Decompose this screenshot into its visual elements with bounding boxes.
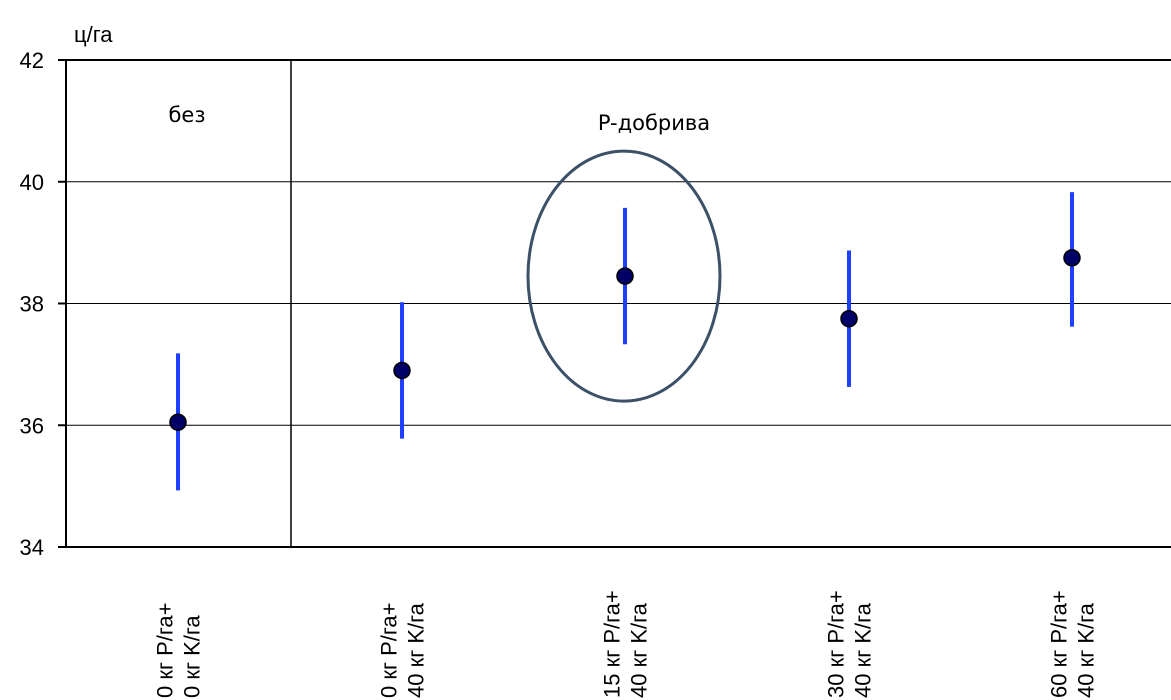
data-point-3: [840, 309, 858, 328]
category-label-2-line-0: 15 кг P/га+: [600, 590, 625, 698]
annotation-p-fertilizer: P-добрива: [598, 111, 710, 135]
y-tick-label-36: 36: [20, 413, 44, 438]
y-axis-label: ц/га: [74, 22, 113, 47]
category-label-3: 30 кг P/га+ 40 кг K/га: [824, 590, 876, 698]
category-label-0-line-0: 0 кг P/га+: [153, 602, 178, 698]
category-label-2-line-1: 40 кг K/га: [627, 602, 652, 698]
category-label-4-line-1: 40 кг K/га: [1074, 602, 1099, 698]
category-label-4-line-0: 60 кг P/га+: [1047, 590, 1072, 698]
category-label-4: 60 кг P/га+ 40 кг K/га: [1047, 590, 1099, 698]
y-tick-label-34: 34: [20, 535, 44, 560]
data-point-4: [1063, 249, 1081, 267]
category-label-3-line-1: 40 кг K/га: [851, 602, 876, 698]
category-label-1-line-1: 40 кг K/га: [404, 602, 429, 698]
category-labels: 0 кг P/га+ 0 кг K/га 0 кг P/га+ 40 кг K/га 1…: [153, 590, 1099, 698]
y-tick-label-40: 40: [20, 170, 44, 195]
data-points: [169, 249, 1081, 431]
y-tick-label-38: 38: [20, 292, 44, 317]
gridlines: [66, 59, 1171, 426]
y-axis: [58, 59, 1171, 548]
highlight-ellipse: [526, 149, 722, 403]
category-label-1-line-0: 0 кг P/га+: [377, 602, 402, 698]
highlight-ellipse-layer: [526, 149, 722, 403]
y-tick-label-42: 42: [20, 48, 44, 73]
error-bars: [176, 192, 1074, 491]
annotation-no-fertilizer: без: [168, 103, 205, 127]
category-label-0-line-1: 0 кг K/га: [180, 615, 205, 698]
y-tick-labels: 34 36 38 40 42: [20, 48, 44, 560]
data-point-2: [616, 267, 634, 285]
category-label-1: 0 кг P/га+ 40 кг K/га: [377, 602, 429, 698]
category-label-3-line-0: 30 кг P/га+: [824, 590, 849, 698]
data-point-0: [169, 413, 187, 431]
data-point-1: [393, 361, 411, 380]
category-label-0: 0 кг P/га+ 0 кг K/га: [153, 602, 205, 698]
category-label-2: 15 кг P/га+ 40 кг K/га: [600, 590, 652, 698]
